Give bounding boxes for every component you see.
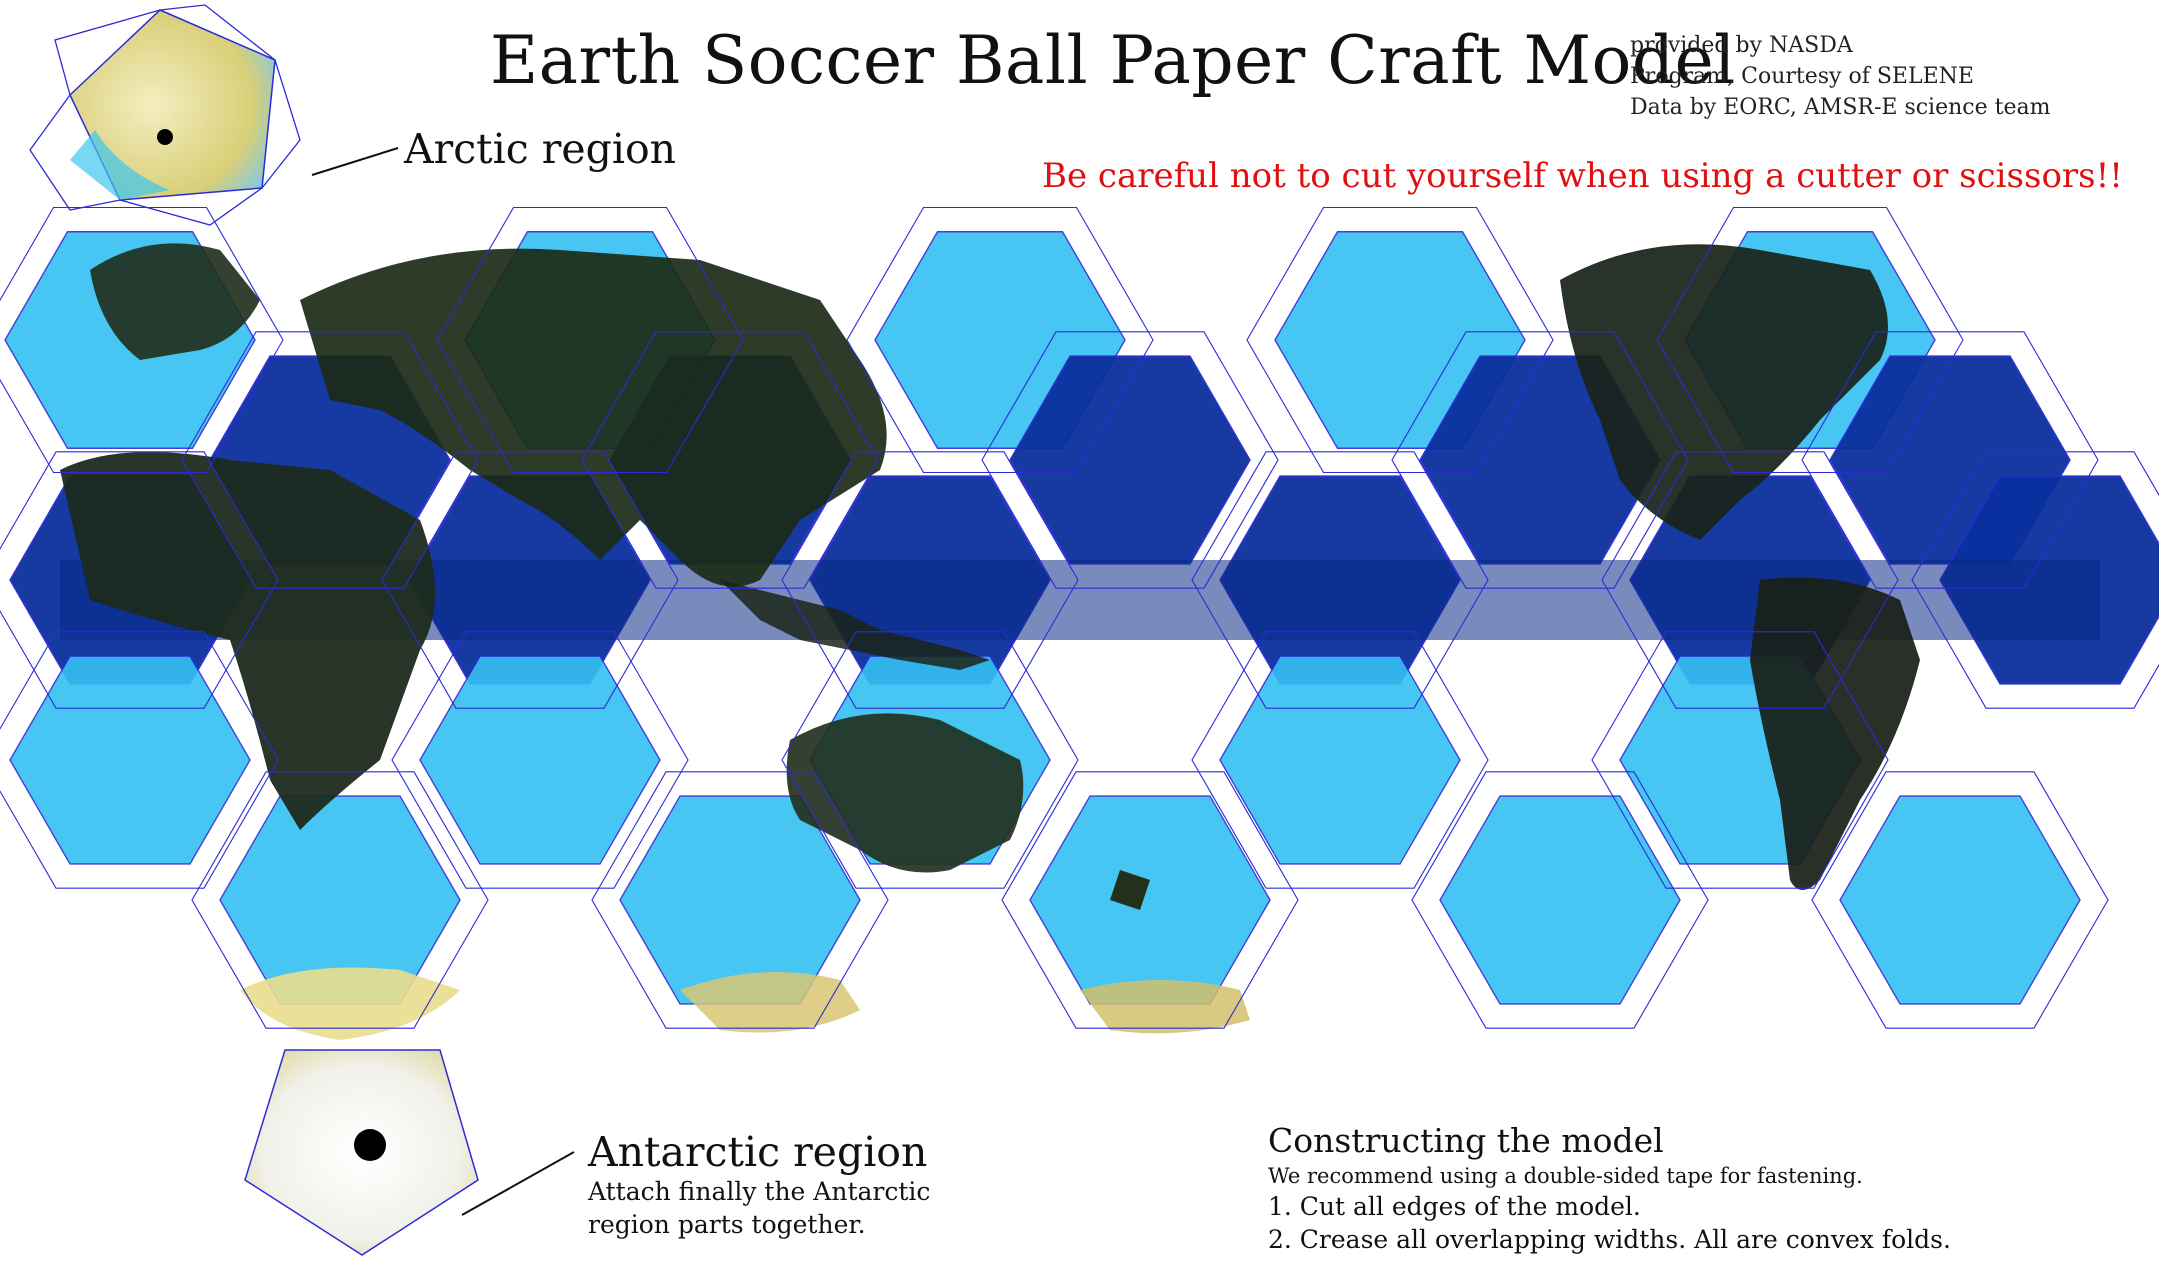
antarctic-note-line: region parts together. [588,1210,866,1239]
map-hexagon-face [1839,795,2081,1005]
map-hexagon-face [9,655,251,865]
arctic-leader-line [311,147,399,176]
glue-flap-outline [181,331,479,589]
glue-flap-outline [1191,451,1489,709]
antarctic-note-line: Attach finally the Antarctic [588,1177,931,1206]
safety-warning: Be careful not to cut yourself when usin… [1042,156,2123,196]
glue-flap-outline [581,331,879,589]
nz-landmass [1110,870,1150,910]
credit-line: Program, Courtesy of SELENE [1630,64,1974,89]
glue-flap-outline [1246,206,1554,474]
glue-flap-outline [0,451,279,709]
eurasia-landmass [300,248,887,587]
glue-flap-outline [1391,331,1689,589]
instruction-step: 1. Cut all edges of the model. [1268,1192,1641,1221]
arctic-region-label: Arctic region [404,125,677,173]
glue-flap-outline [1601,451,1899,709]
fold-lines [0,206,2159,1029]
australia-landmass [786,713,1024,873]
credits-block: provided by NASDA Program, Courtesy of S… [1630,30,2050,123]
antarctic-coast-1 [240,967,460,1040]
north-pole-marker [157,129,173,145]
glue-flap-outline [591,771,889,1029]
africa-landmass [60,452,435,830]
glue-flap-outline [1411,771,1709,1029]
instruction-step: 2. Crease all overlapping widths. All ar… [1268,1225,1951,1254]
glue-flap-outline [1191,631,1489,889]
instructions-heading: Constructing the model [1268,1121,1664,1160]
antarctic-coast-3 [1080,980,1250,1034]
glue-flap-outline [1811,771,2109,1029]
map-hexagon-face [419,655,661,865]
arctic-flap [29,4,301,226]
map-hexagon-face [1439,795,1681,1005]
glue-flap-outline [436,206,744,474]
glue-flap-outline [191,771,489,1029]
glue-flap-outline [381,451,679,709]
glue-flap-outline [846,206,1154,474]
antarctic-leader-line [461,1151,575,1216]
credit-line: provided by NASDA [1630,33,1853,58]
europe-landmass [90,243,260,360]
indonesia-islands [720,580,990,670]
glue-flap-outline [391,631,689,889]
glue-flap-outline [781,451,1079,709]
map-hexagon-face [1219,655,1461,865]
south-america-landmass [1750,577,1920,890]
glue-flap-outline [981,331,1279,589]
antarctic-face [244,1049,479,1256]
antarctic-coast-2 [680,972,860,1033]
page-title: Earth Soccer Ball Paper Craft Model [490,22,1736,99]
glue-flap-outline [1001,771,1299,1029]
north-america-landmass [1560,244,1888,540]
south-pole-marker [354,1129,386,1161]
instructions-block: We recommend using a double-sided tape f… [1268,1163,1951,1256]
glue-flap-outline [1656,206,1964,474]
antarctic-region-label: Antarctic region [588,1128,928,1176]
glue-flap-outline [0,631,279,889]
continents [60,243,1920,1040]
glue-flap-outline [1591,631,1889,889]
antarctic-note: Attach finally the Antarctic region part… [588,1175,930,1241]
instructions-note: We recommend using a double-sided tape f… [1268,1164,1863,1188]
arctic-face [29,4,301,226]
glue-flap-outline [1801,331,2099,589]
glue-flap-outline [0,206,284,474]
glue-flap-outline [781,631,1079,889]
credit-line: Data by EORC, AMSR-E science team [1630,95,2051,120]
map-hexagon-face [1029,795,1271,1005]
glue-flap-outline [1911,451,2159,709]
